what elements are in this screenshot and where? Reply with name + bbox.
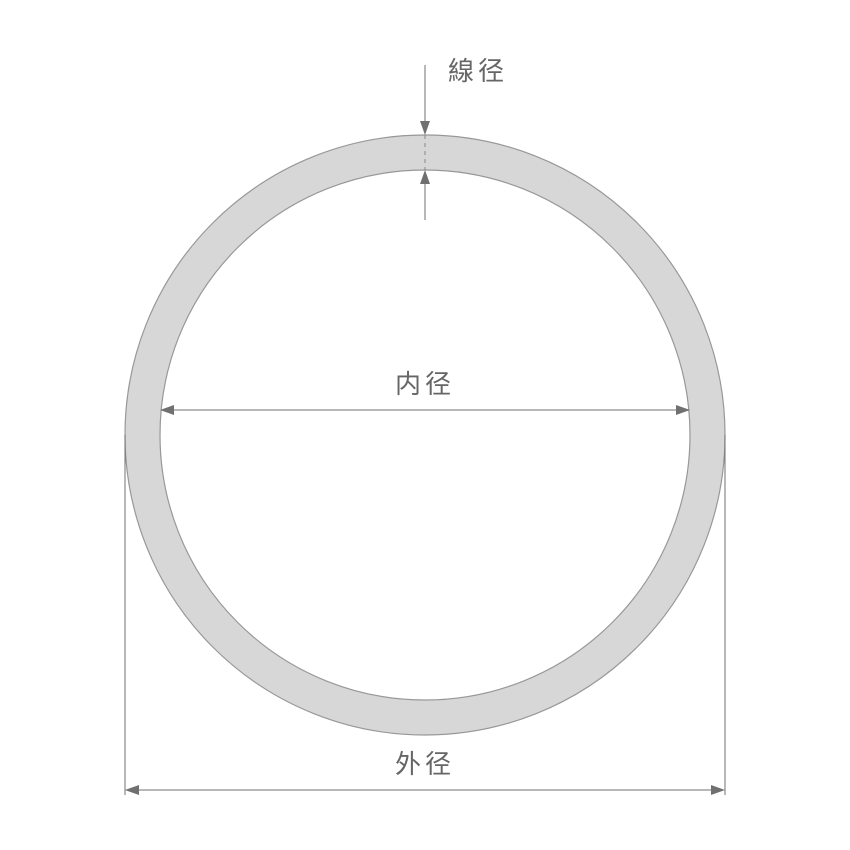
inner-circle	[160, 170, 690, 700]
ring-dimension-diagram: 線径 内径 外径	[0, 0, 850, 850]
ring-annulus	[125, 135, 725, 735]
inner-diameter-label: 内径	[395, 369, 455, 399]
inner-diameter-dimension	[160, 405, 690, 415]
wire-diameter-label: 線径	[448, 56, 508, 86]
outer-diameter-label: 外径	[395, 749, 455, 779]
